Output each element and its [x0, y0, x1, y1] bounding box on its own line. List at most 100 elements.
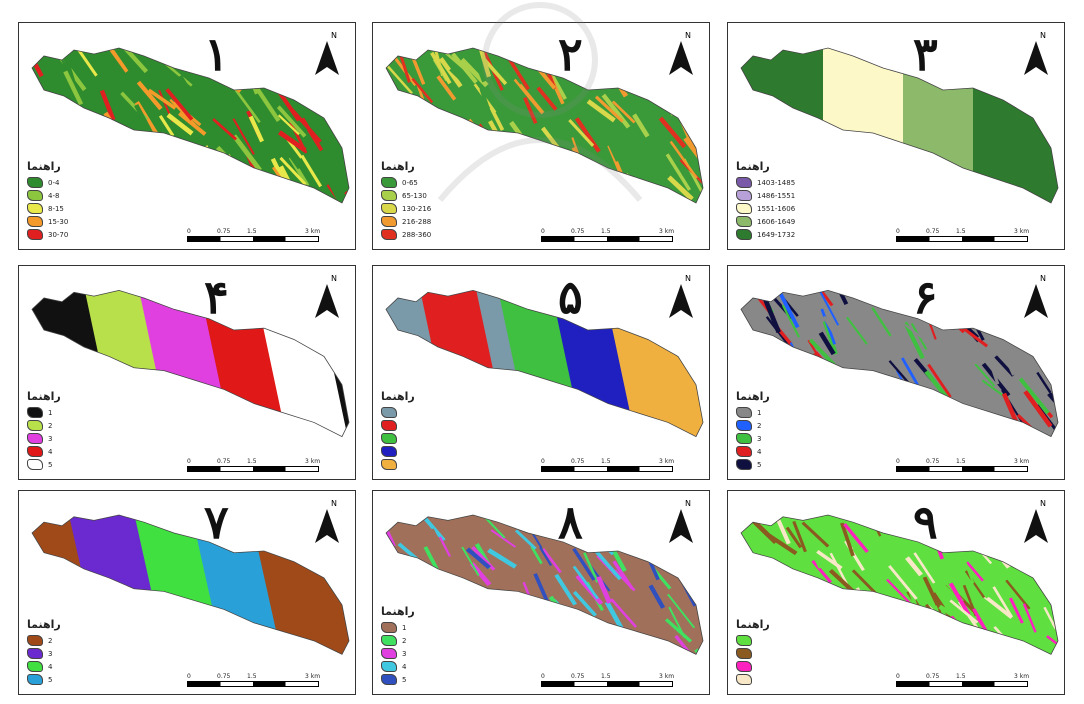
legend-swatch	[381, 407, 397, 418]
map-panel-3: ۳ N راهنما 1403-1485 1486-1551 1551-1606 1606-…	[727, 22, 1065, 250]
scale-bar: 0 0.75 1.5 3 km	[896, 228, 1046, 243]
scale-label: 0	[541, 458, 545, 465]
legend-swatch	[27, 446, 43, 457]
legend-item: 4-8	[27, 189, 68, 202]
legend-item: 1	[736, 406, 770, 419]
legend: راهنما 0-65 65-130 130-216 216-288 288-360	[381, 160, 431, 241]
panel-number: ۱	[204, 27, 229, 81]
legend-label: 1486-1551	[757, 191, 796, 200]
north-label: N	[331, 274, 337, 283]
scale-bar: 0 0.75 1.5 3 km	[541, 673, 691, 688]
legend-item: 3	[27, 432, 61, 445]
scale-label: 0	[541, 228, 545, 235]
legend-swatch	[736, 635, 752, 646]
legend-label: 5	[402, 675, 407, 684]
legend-swatch	[27, 648, 43, 659]
map-shape	[740, 47, 1059, 204]
legend-item: 0-65	[381, 176, 431, 189]
legend-item: 4	[381, 660, 415, 673]
scale-bar: 0 0.75 1.5 3 km	[187, 228, 337, 243]
legend-item: 1551-1606	[736, 202, 795, 215]
legend-item: 1	[27, 406, 61, 419]
panel-number: ۴	[204, 270, 229, 324]
north-label: N	[685, 274, 691, 283]
legend-swatch	[736, 203, 752, 214]
map-shape	[31, 290, 350, 438]
legend-swatch	[27, 407, 43, 418]
scale-label: 0	[187, 458, 191, 465]
legend-item: 3	[27, 647, 61, 660]
legend-label: 288-360	[402, 230, 432, 239]
legend-item: 5	[27, 458, 61, 471]
map-panel-5: ۵ N راهنما 0 0.75 1.5 3 km	[372, 265, 710, 480]
north-arrow-icon: N	[667, 29, 695, 79]
legend-item: 130-216	[381, 202, 431, 215]
legend-item: 1486-1551	[736, 189, 795, 202]
scale-label: 0	[187, 228, 191, 235]
scale-label: 1.5	[956, 673, 966, 680]
legend-swatch	[381, 203, 397, 214]
legend-swatch	[381, 229, 397, 240]
panel-number: ۹	[913, 495, 938, 549]
legend-item: 2	[27, 634, 61, 647]
scale-label: 0.75	[217, 228, 231, 235]
north-arrow-icon: N	[667, 497, 695, 547]
legend-label: 1649-1732	[757, 230, 796, 239]
legend-swatch	[27, 635, 43, 646]
north-arrow-icon: N	[1022, 272, 1050, 322]
legend-swatch	[27, 420, 43, 431]
legend-label: 130-216	[402, 204, 432, 213]
legend-swatch	[736, 459, 752, 470]
legend-label: 2	[48, 421, 53, 430]
scale-bar: 0 0.75 1.5 3 km	[541, 228, 691, 243]
scale-label: 3 km	[659, 458, 675, 465]
panel-number: ۳	[913, 27, 938, 81]
legend-swatch	[736, 190, 752, 201]
map-panel-1: ۱ N راهنما 0-4 4-8 8-15 15-30 30-70 0 0.75 1.5 3 km	[18, 22, 356, 250]
legend-label: 3	[48, 434, 53, 443]
legend-swatch	[381, 459, 397, 470]
scale-bar: 0 0.75 1.5 3 km	[896, 458, 1046, 473]
legend-swatch	[27, 674, 43, 685]
scale-label: 0.75	[571, 673, 585, 680]
legend-swatch	[736, 648, 752, 659]
legend-item: 216-288	[381, 215, 431, 228]
map-shape	[31, 514, 350, 655]
legend-item: 5	[381, 673, 415, 686]
legend-label: 8-15	[48, 204, 64, 213]
north-label: N	[331, 499, 337, 508]
legend-label: 4	[757, 447, 762, 456]
map-panel-9: ۹ N راهنما 0 0.75 1.5 3 km	[727, 490, 1065, 695]
scale-label: 0.75	[571, 228, 585, 235]
scale-label: 0	[896, 458, 900, 465]
scale-label: 1.5	[247, 228, 257, 235]
scale-bar: 0 0.75 1.5 3 km	[896, 673, 1046, 688]
map-panel-7: ۷ N راهنما 2 3 4 5 0 0.75 1.5 3 km	[18, 490, 356, 695]
legend-label: 2	[402, 636, 407, 645]
scale-label: 0.75	[926, 228, 940, 235]
legend-swatch	[381, 420, 397, 431]
legend-swatch	[736, 433, 752, 444]
scale-label: 1.5	[956, 458, 966, 465]
map-panel-8: ۸ N راهنما 1 2 3 4 5 0 0.75 1.5 3 km	[372, 490, 710, 695]
scale-label: 3 km	[1014, 458, 1030, 465]
map-panel-2: ۲ N راهنما 0-65 65-130 130-216 216-288 288-360 0…	[372, 22, 710, 250]
legend: راهنما	[736, 618, 770, 686]
legend-swatch	[736, 661, 752, 672]
legend-item	[736, 660, 770, 673]
map-shape	[385, 514, 704, 655]
legend-swatch	[27, 177, 43, 188]
north-label: N	[685, 31, 691, 40]
legend-label: 1	[402, 623, 407, 632]
legend-swatch	[736, 674, 752, 685]
legend-item: 4	[27, 660, 61, 673]
legend-item: 1	[381, 621, 415, 634]
panel-number: ۵	[558, 270, 583, 324]
legend-label: 30-70	[48, 230, 69, 239]
legend-label: 3	[48, 649, 53, 658]
north-label: N	[1040, 31, 1046, 40]
legend-item	[381, 419, 415, 432]
panel-number: ۲	[558, 27, 583, 81]
legend-label: 65-130	[402, 191, 427, 200]
scale-label: 1.5	[956, 228, 966, 235]
